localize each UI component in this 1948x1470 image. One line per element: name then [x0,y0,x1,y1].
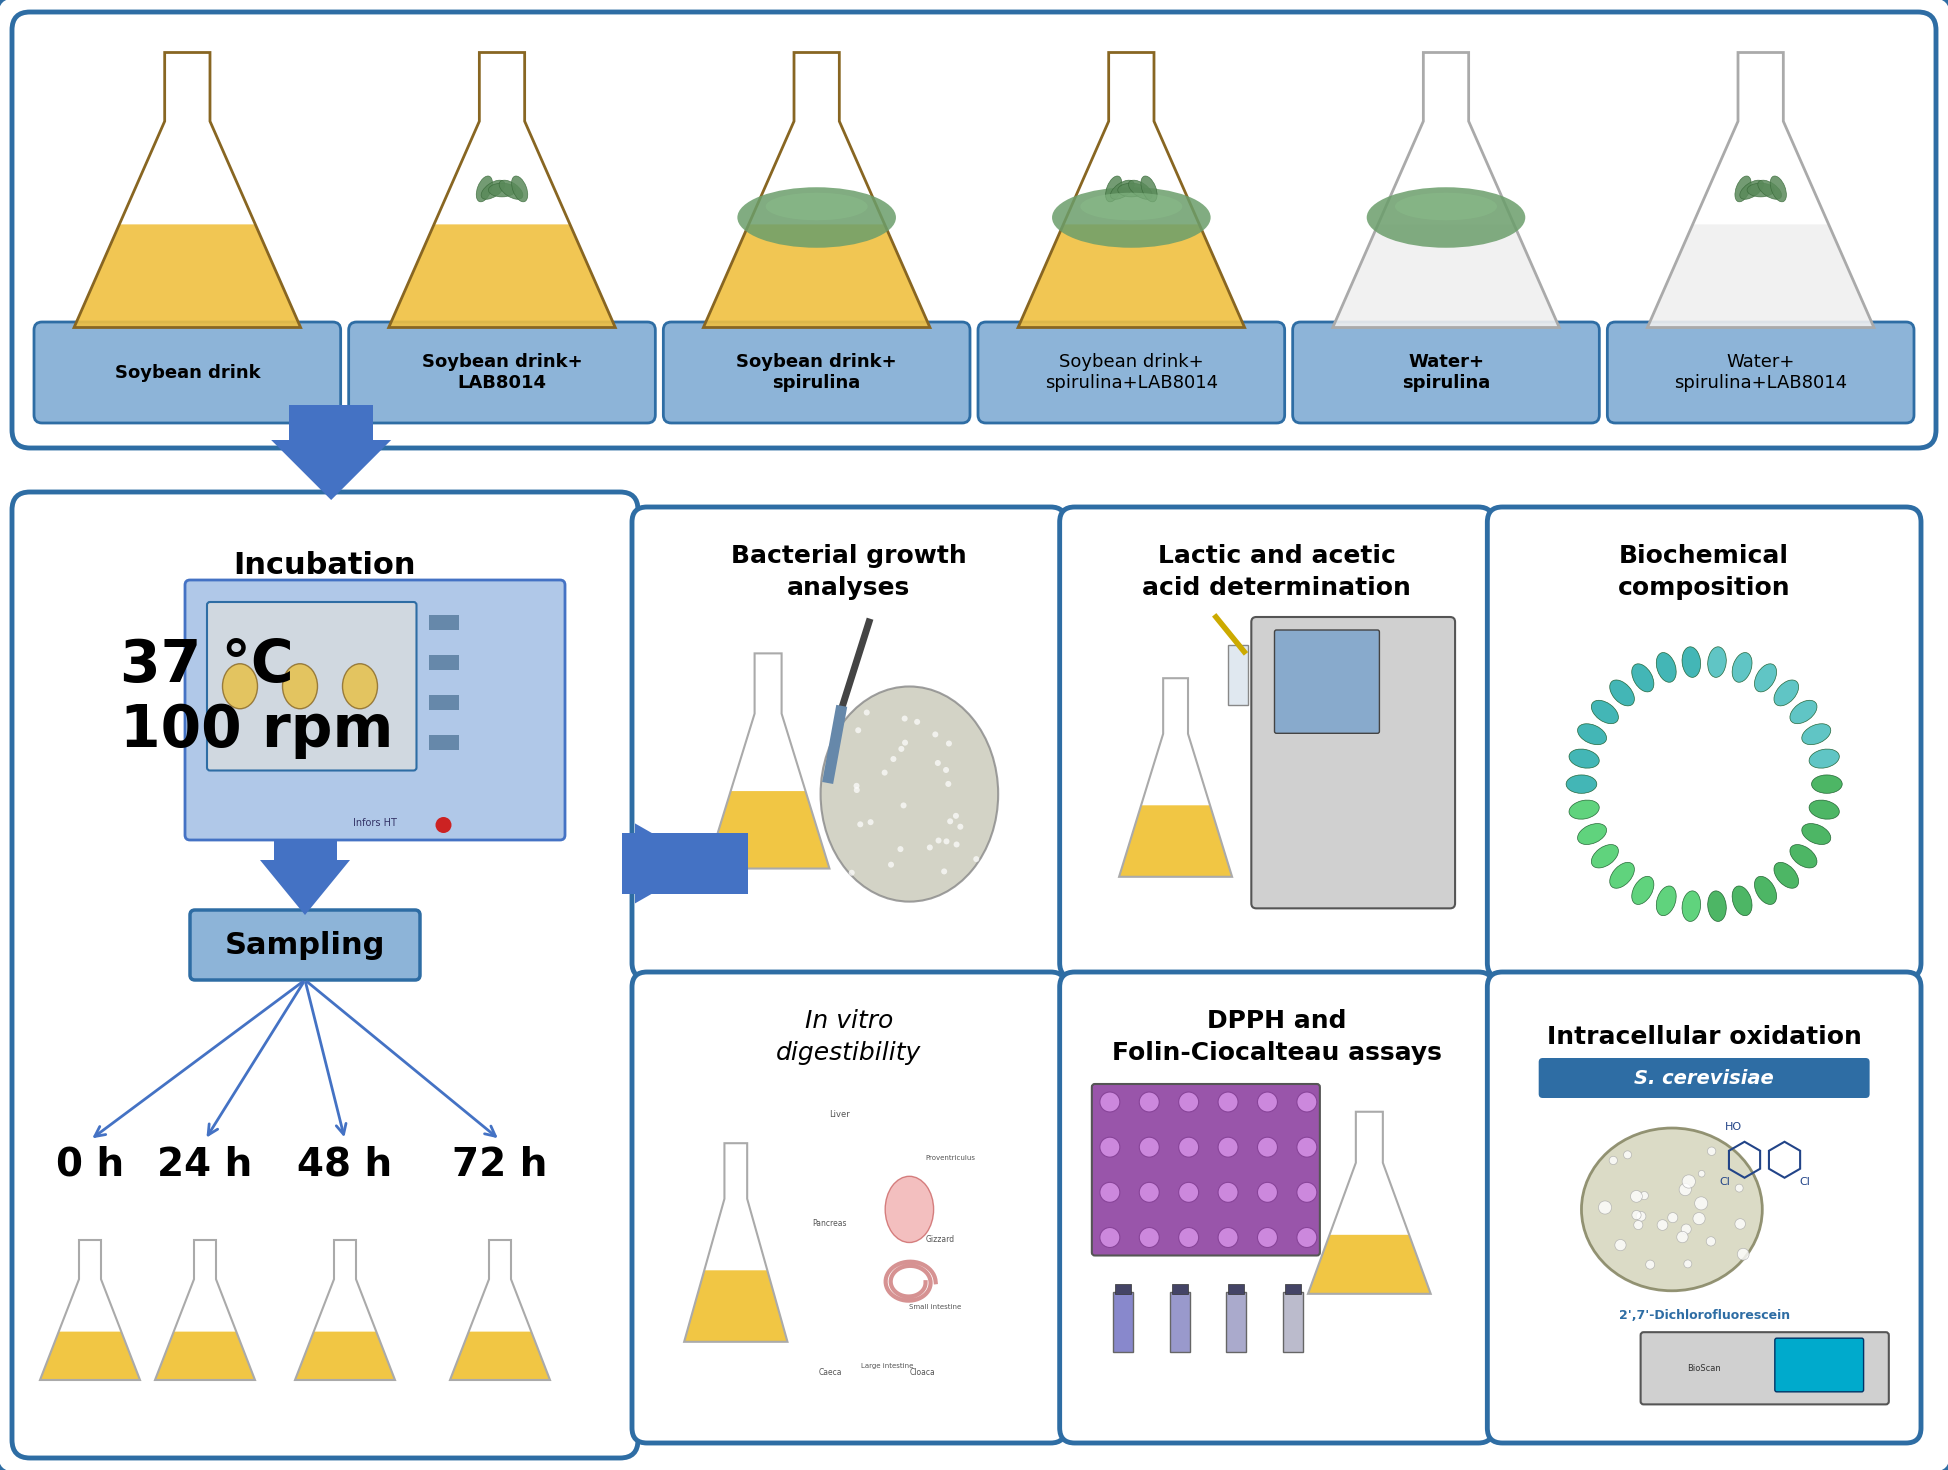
Circle shape [1101,1092,1120,1111]
Text: S. cerevisiae: S. cerevisiae [1634,1069,1775,1088]
Bar [1227,1285,1245,1294]
Polygon shape [1019,225,1245,328]
Circle shape [1634,1220,1642,1229]
FancyBboxPatch shape [1640,1332,1890,1404]
Text: Soybean drink+
LAB8014: Soybean drink+ LAB8014 [421,353,582,392]
Circle shape [1140,1092,1159,1111]
Bar [429,735,458,750]
Bar [1169,1292,1190,1352]
Text: Lactic and acetic
acid determination: Lactic and acetic acid determination [1142,544,1410,600]
FancyBboxPatch shape [191,910,421,980]
Ellipse shape [1775,681,1798,706]
Ellipse shape [1395,193,1496,220]
Polygon shape [271,440,392,500]
FancyBboxPatch shape [1251,617,1455,908]
Ellipse shape [1732,653,1751,682]
Circle shape [1679,1183,1691,1195]
Ellipse shape [1681,891,1701,922]
Text: Small intestine: Small intestine [910,1304,962,1310]
Ellipse shape [1747,184,1775,197]
Circle shape [1693,1213,1704,1225]
Ellipse shape [1732,886,1751,916]
Circle shape [1179,1092,1198,1111]
Ellipse shape [475,176,493,201]
Text: Large intestine: Large intestine [861,1363,914,1369]
Circle shape [867,819,873,825]
Circle shape [1140,1182,1159,1202]
Text: Water+
spirulina+LAB8014: Water+ spirulina+LAB8014 [1673,353,1847,392]
Ellipse shape [222,664,257,709]
FancyBboxPatch shape [1274,631,1379,734]
Ellipse shape [1128,181,1151,200]
Circle shape [1101,1227,1120,1248]
Ellipse shape [1802,823,1831,844]
Ellipse shape [1052,187,1210,248]
Ellipse shape [1736,176,1751,201]
FancyBboxPatch shape [206,603,417,770]
FancyBboxPatch shape [631,972,1066,1444]
Circle shape [1218,1138,1239,1157]
Ellipse shape [1790,700,1817,723]
Circle shape [853,784,859,789]
Circle shape [1258,1227,1278,1248]
FancyBboxPatch shape [631,507,1066,978]
Circle shape [436,817,452,833]
Ellipse shape [820,686,997,901]
Text: BioScan: BioScan [1687,1364,1720,1373]
FancyBboxPatch shape [978,322,1284,423]
Ellipse shape [1142,176,1157,201]
Circle shape [900,803,906,808]
Ellipse shape [1755,876,1777,904]
Circle shape [1101,1138,1120,1157]
Circle shape [1736,1185,1743,1192]
Circle shape [927,844,933,851]
Text: 72 h: 72 h [452,1147,547,1183]
Circle shape [1706,1147,1716,1155]
Circle shape [1615,1239,1627,1251]
Circle shape [1623,1151,1632,1158]
Bar [429,656,458,670]
FancyBboxPatch shape [1539,1058,1870,1098]
FancyBboxPatch shape [1488,972,1921,1444]
Circle shape [1736,1219,1745,1229]
Text: Cloaca: Cloaca [910,1369,935,1377]
Circle shape [1179,1227,1198,1248]
Circle shape [1258,1182,1278,1202]
Circle shape [935,838,941,844]
Circle shape [974,856,980,861]
Polygon shape [1332,225,1558,328]
Ellipse shape [1578,723,1607,745]
Text: Proventriculus: Proventriculus [925,1155,976,1161]
FancyBboxPatch shape [664,322,970,423]
FancyBboxPatch shape [185,581,565,839]
Polygon shape [41,1332,140,1380]
Text: In vitro
digestibility: In vitro digestibility [775,1010,921,1064]
Circle shape [1636,1211,1646,1222]
Polygon shape [703,225,929,328]
Circle shape [1179,1138,1198,1157]
Circle shape [853,786,859,792]
Ellipse shape [1081,193,1182,220]
Ellipse shape [1708,891,1726,922]
Ellipse shape [1118,184,1145,197]
Text: Soybean drink: Soybean drink [115,363,261,382]
Circle shape [1101,1182,1120,1202]
FancyBboxPatch shape [12,492,639,1458]
Circle shape [1738,1248,1749,1260]
Bar [1114,1285,1132,1294]
Text: Liver: Liver [828,1110,849,1119]
Text: Bacterial growth
analyses: Bacterial growth analyses [730,544,966,600]
Ellipse shape [738,187,896,248]
Circle shape [1699,1170,1704,1177]
Polygon shape [1118,806,1231,876]
Circle shape [890,756,896,761]
Circle shape [849,870,855,876]
Circle shape [941,869,947,875]
FancyBboxPatch shape [1091,1083,1321,1255]
Ellipse shape [1757,181,1782,200]
Text: Caeca: Caeca [818,1369,842,1377]
Text: DPPH and
Folin-Ciocalteau assays: DPPH and Folin-Ciocalteau assays [1112,1010,1442,1064]
Bar [429,614,458,631]
Ellipse shape [1771,176,1786,201]
